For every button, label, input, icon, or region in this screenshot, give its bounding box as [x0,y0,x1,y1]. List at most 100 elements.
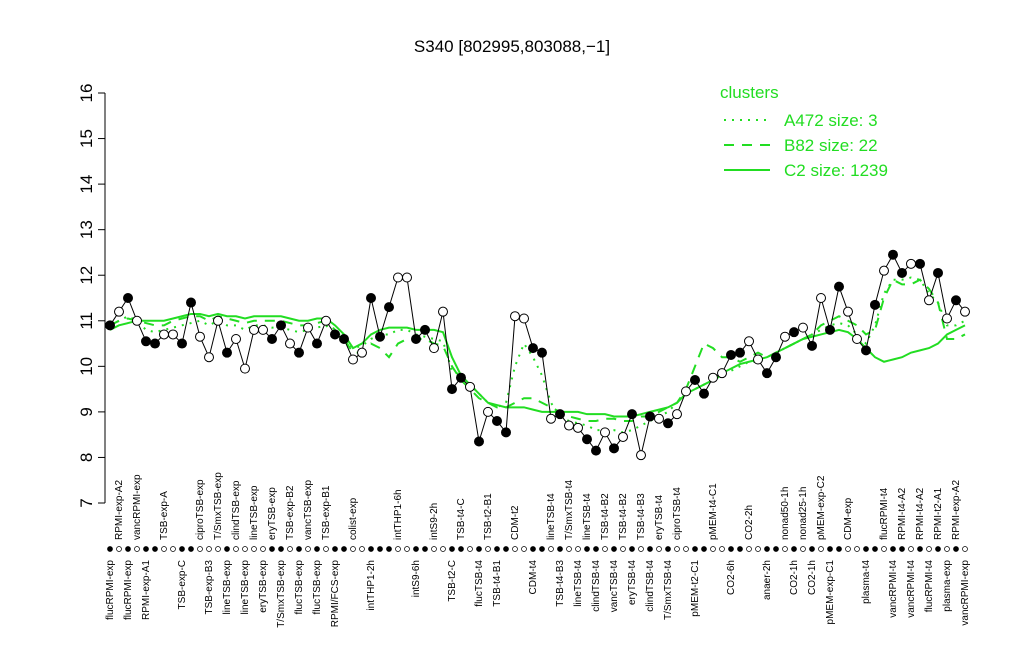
x-tick-label: intTHP1-2h [366,560,377,611]
data-point [447,384,457,395]
data-point [708,372,718,383]
rug-dot [809,546,815,552]
rug-dot [386,546,392,552]
y-tick-label: 9 [77,407,96,416]
rug-dot [674,546,680,552]
data-point [960,306,970,317]
y-tick-label: 11 [77,312,96,330]
rug-dot [872,546,878,552]
data-point [465,381,475,392]
x-tick-label: vancRPMI-exp [960,560,971,626]
rug-dot [926,546,932,552]
rug-dot [332,546,338,552]
x-tick-label: CO2-1h [789,560,800,595]
x-tick-label: eryTSB-exp [258,560,269,613]
rug-dot [836,546,842,552]
y-tick-label: 16 [77,84,96,103]
rug-dot [458,546,464,552]
data-point [672,409,682,420]
x-tick-label: flucRPMI-t4 [879,487,890,540]
rug-dot [530,546,536,552]
x-tick-label: T/SmxTSB-t4 [564,480,575,540]
rug-dot [152,546,158,552]
data-point [627,409,637,420]
x-tick-label: lineTSB-exp [249,485,260,540]
rug-dot [548,546,554,552]
data-point [798,322,808,333]
rug-dot [827,546,833,552]
rug-dot [143,546,149,552]
rug-dot [485,546,491,552]
x-tick-label: RPMI-exp-A2 [951,480,962,540]
x-tick-label: lineTSB-t4 [573,560,584,607]
rug-dot [665,546,671,552]
rug-dot [638,546,644,552]
rug-dot [296,546,302,552]
x-tick-label: TSB-t4-C [456,498,467,540]
data-point [249,324,259,335]
legend-label: A472 size: 3 [784,111,878,130]
x-tick-label: eryTSB-t4 [654,495,665,540]
data-point [528,343,538,354]
rug-dot [683,546,689,552]
rug-dot [188,546,194,552]
data-point [483,406,493,417]
rug-dot [197,546,203,552]
x-tick-label: pMEM-exp-C2 [816,475,827,540]
data-point [861,345,871,356]
y-tick-label: 15 [77,129,96,148]
x-tick-label: TSB-t4-B2 [600,493,611,540]
data-point [834,281,844,292]
rug-dot [305,546,311,552]
data-point [375,331,385,342]
x-tick-label: vancRPMI-t4 [906,560,917,618]
x-tick-label: flucTSB-exp [294,560,305,615]
legend-title: clusters [720,83,779,102]
x-tick-label: flucTSB-exp [312,560,323,615]
data-point [951,295,961,306]
data-point [384,302,394,313]
rug-dot [917,546,923,552]
x-tick-label: RPMI-exp-A2 [114,480,125,540]
data-point [924,295,934,306]
data-point [933,267,943,278]
x-tick-label: RPMI-exp-A1 [141,560,152,620]
cluster-line [109,278,966,422]
x-tick-label: clindTSB-t4 [591,560,602,612]
x-tick-label: vancRPMI-exp [132,474,143,540]
data-point [213,315,223,326]
x-tick-label: nonad25-1h [798,487,809,540]
rug-dot [584,546,590,552]
x-tick-label: plasma-t4 [861,560,872,604]
data-point [546,413,556,424]
data-point [915,258,925,269]
data-point [609,443,619,454]
rug-dot [575,546,581,552]
data-point [276,320,286,331]
data-point [348,354,358,365]
data-point [177,338,187,349]
data-point [123,293,133,303]
data-point [807,340,817,351]
data-point [456,372,466,383]
rug-dot [620,546,626,552]
data-point [195,331,205,342]
rug-dot [161,546,167,552]
rug-dot [107,546,113,552]
data-point [762,368,772,379]
data-point [159,329,169,340]
data-point [141,336,151,347]
data-point [600,427,610,438]
rug-dot [404,546,410,552]
rug-dot [557,546,563,552]
data-point [753,354,763,365]
rug-dot [854,546,860,552]
rug-dot [953,546,959,552]
data-point [438,306,448,317]
rug-dot [179,546,185,552]
data-point [231,334,241,344]
rug-dot [746,546,752,552]
x-tick-label: flucRPMI-t4 [924,560,935,613]
rug-dot [350,546,356,552]
